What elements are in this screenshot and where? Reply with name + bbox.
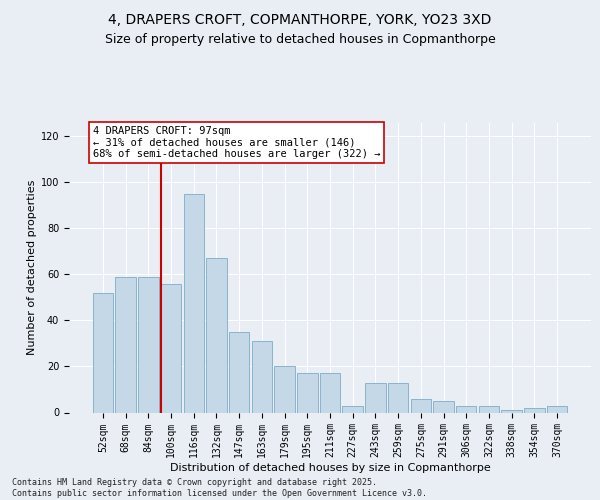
- Bar: [229, 332, 250, 412]
- X-axis label: Distribution of detached houses by size in Copmanthorpe: Distribution of detached houses by size …: [170, 463, 490, 473]
- Bar: [479, 406, 499, 412]
- Text: 4, DRAPERS CROFT, COPMANTHORPE, YORK, YO23 3XD: 4, DRAPERS CROFT, COPMANTHORPE, YORK, YO…: [109, 12, 491, 26]
- Bar: [184, 194, 204, 412]
- Bar: [343, 406, 363, 412]
- Bar: [320, 374, 340, 412]
- Bar: [433, 401, 454, 412]
- Bar: [206, 258, 227, 412]
- Bar: [388, 382, 409, 412]
- Bar: [502, 410, 522, 412]
- Bar: [456, 406, 476, 412]
- Bar: [297, 374, 317, 412]
- Bar: [93, 293, 113, 412]
- Bar: [365, 382, 386, 412]
- Bar: [115, 276, 136, 412]
- Bar: [410, 398, 431, 412]
- Text: Contains HM Land Registry data © Crown copyright and database right 2025.
Contai: Contains HM Land Registry data © Crown c…: [12, 478, 427, 498]
- Text: Size of property relative to detached houses in Copmanthorpe: Size of property relative to detached ho…: [104, 32, 496, 46]
- Bar: [547, 406, 567, 412]
- Bar: [138, 276, 158, 412]
- Bar: [161, 284, 181, 412]
- Bar: [251, 341, 272, 412]
- Bar: [524, 408, 545, 412]
- Bar: [274, 366, 295, 412]
- Y-axis label: Number of detached properties: Number of detached properties: [26, 180, 37, 355]
- Text: 4 DRAPERS CROFT: 97sqm
← 31% of detached houses are smaller (146)
68% of semi-de: 4 DRAPERS CROFT: 97sqm ← 31% of detached…: [93, 126, 380, 159]
